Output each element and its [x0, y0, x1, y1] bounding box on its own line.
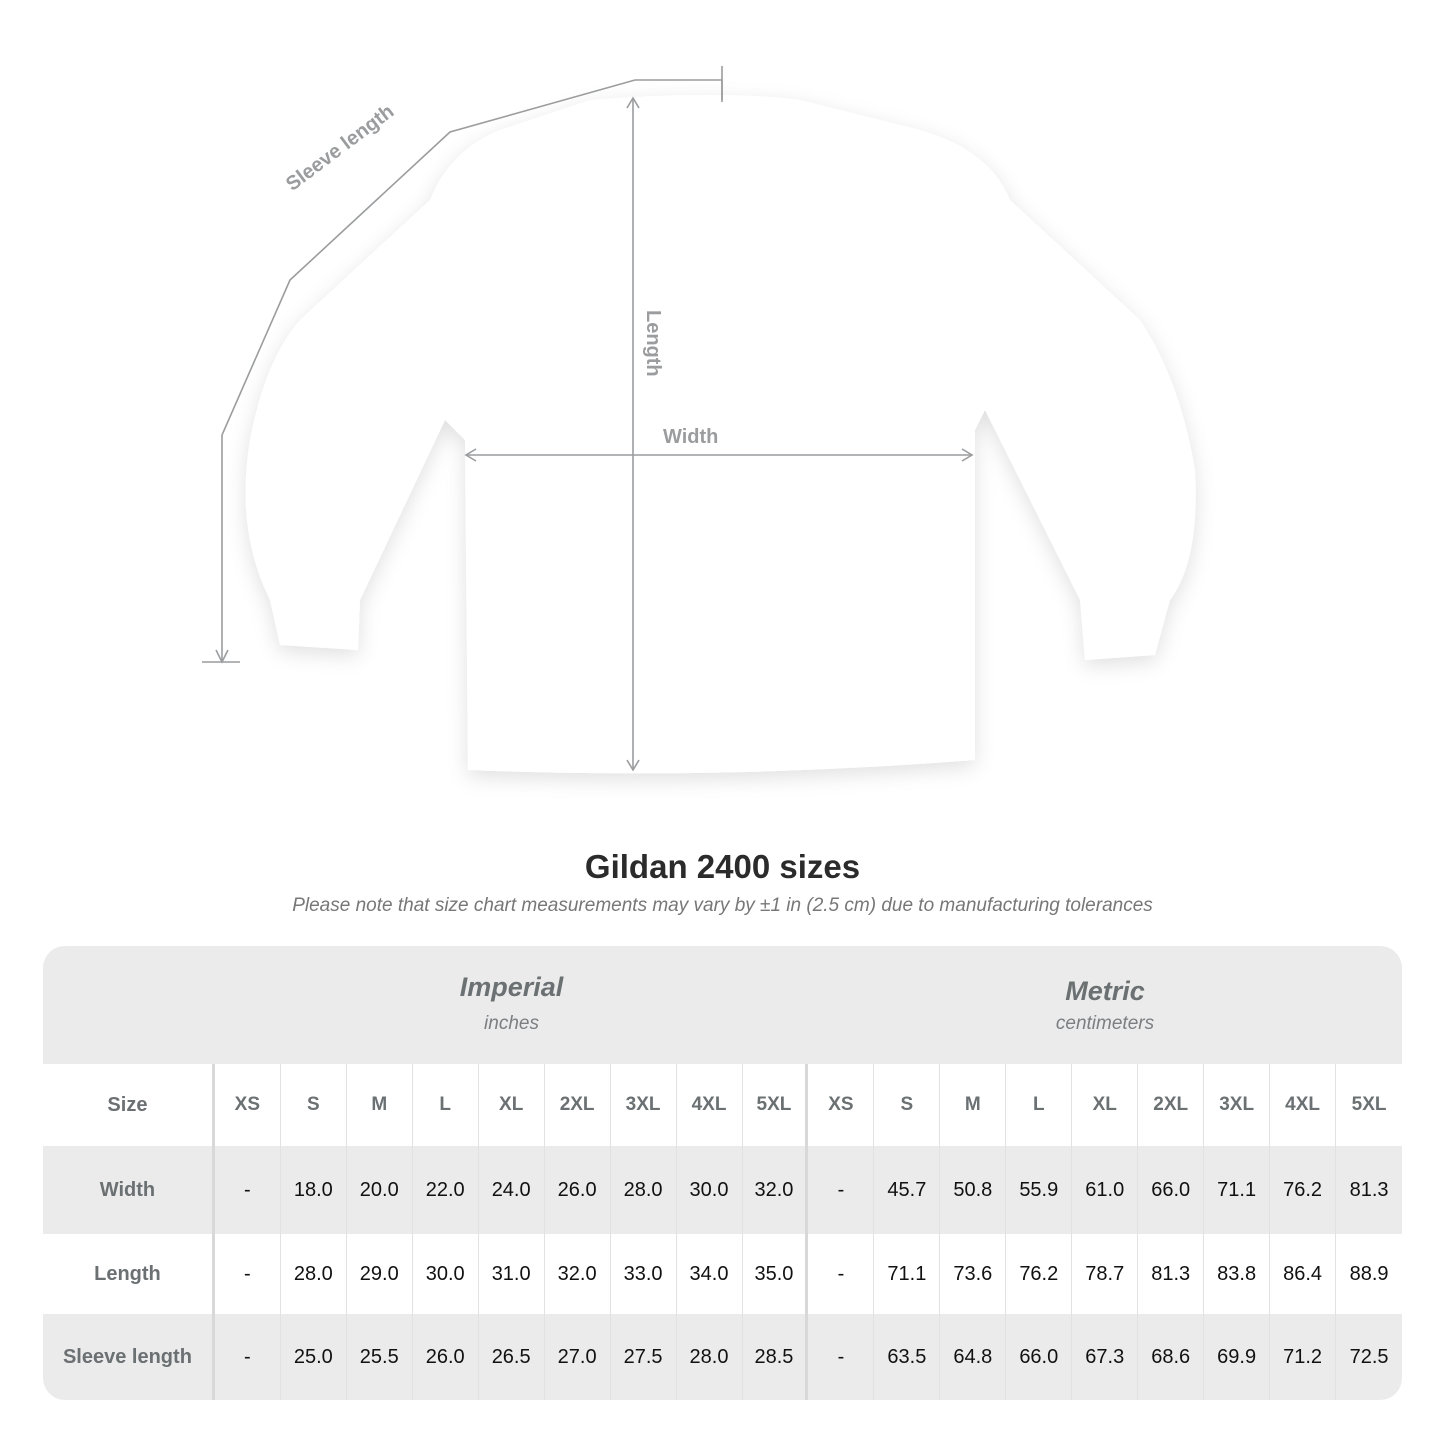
- metric-value: 66.0: [1006, 1314, 1073, 1400]
- imperial-value: 22.0: [413, 1146, 479, 1234]
- length-label: Length: [642, 310, 664, 377]
- row-label: Sleeve length: [43, 1314, 215, 1400]
- size-imperial-2XL: 2XL: [545, 1064, 611, 1146]
- metric-value: 86.4: [1270, 1234, 1337, 1314]
- table-row: Length -28.0 29.0 30.0 31.0 32.0 33.0 34.0 35.0-…: [43, 1234, 1402, 1314]
- size-metric-M: M: [940, 1064, 1007, 1146]
- imperial-value: 32.0: [545, 1234, 611, 1314]
- metric-value: 73.6: [940, 1234, 1007, 1314]
- metric-value: 71.1: [874, 1234, 941, 1314]
- metric-unit: centimeters: [1055, 1013, 1155, 1034]
- row-label: Length: [43, 1234, 215, 1314]
- metric-value: 61.0: [1072, 1146, 1139, 1234]
- imperial-value: 27.5: [611, 1314, 677, 1400]
- imperial-value: 25.5: [347, 1314, 413, 1400]
- size-imperial-4XL: 4XL: [677, 1064, 743, 1146]
- imperial-value: 26.5: [479, 1314, 545, 1400]
- size-label: Size: [43, 1064, 215, 1146]
- shirt-shape: [245, 95, 1196, 774]
- imperial-value: 28.5: [743, 1314, 809, 1400]
- imperial-value: 18.0: [281, 1146, 347, 1234]
- size-metric-S: S: [874, 1064, 941, 1146]
- imperial-value: 30.0: [413, 1234, 479, 1314]
- metric-value: -: [808, 1146, 875, 1234]
- size-imperial-XL: XL: [479, 1064, 545, 1146]
- metric-value: 50.8: [940, 1146, 1007, 1234]
- row-label: Width: [43, 1146, 215, 1234]
- metric-value: 81.3: [1349, 1178, 1389, 1201]
- size-imperial-M: M: [347, 1064, 413, 1146]
- imperial-value: 26.0: [413, 1314, 479, 1400]
- metric-value: -: [808, 1234, 875, 1314]
- page-title: Gildan 2400 sizes: [584, 848, 861, 885]
- size-metric-XL: XL: [1072, 1064, 1139, 1146]
- metric-value: 66.0: [1138, 1146, 1205, 1234]
- size-imperial-3XL: 3XL: [611, 1064, 677, 1146]
- size-imperial-5XL: 5XL: [743, 1064, 809, 1146]
- size-metric-5XL: 5XL: [1351, 1094, 1387, 1115]
- imperial-value: -: [215, 1314, 281, 1400]
- metric-title: Metric: [1065, 976, 1145, 1006]
- metric-value: 71.2: [1270, 1314, 1337, 1400]
- imperial-value: 35.0: [743, 1234, 809, 1314]
- metric-header: Metric centimeters: [808, 946, 1402, 1064]
- size-table: Imperial inches Metric centimeters Size X…: [43, 946, 1402, 1400]
- imperial-unit: inches: [484, 1013, 539, 1034]
- imperial-value: 28.0: [281, 1234, 347, 1314]
- table-row: Sleeve length -25.0 25.5 26.0 26.5 27.0 27.5 28…: [43, 1314, 1402, 1400]
- metric-value: 88.9: [1349, 1262, 1389, 1285]
- size-metric-2XL: 2XL: [1138, 1064, 1205, 1146]
- metric-value: 76.2: [1270, 1146, 1337, 1234]
- metric-value: 63.5: [874, 1314, 941, 1400]
- metric-value: 67.3: [1072, 1314, 1139, 1400]
- imperial-value: 31.0: [479, 1234, 545, 1314]
- imperial-value: 26.0: [545, 1146, 611, 1234]
- imperial-value: -: [215, 1146, 281, 1234]
- metric-value: 68.6: [1138, 1314, 1205, 1400]
- size-imperial-L: L: [413, 1064, 479, 1146]
- imperial-value: 20.0: [347, 1146, 413, 1234]
- metric-value: 69.9: [1204, 1314, 1271, 1400]
- metric-value: 64.8: [940, 1314, 1007, 1400]
- imperial-value: 24.0: [479, 1146, 545, 1234]
- imperial-value: 27.0: [545, 1314, 611, 1400]
- imperial-value: 32.0: [743, 1146, 809, 1234]
- imperial-value: 29.0: [347, 1234, 413, 1314]
- imperial-value: 34.0: [677, 1234, 743, 1314]
- size-header-row: Size XS S M L XL 2XL 3XL 4XL 5XL XS S M L XL 2XL 3XL 4XL 5…: [43, 1064, 1402, 1146]
- table-row: Width -18.0 20.0 22.0 24.0 26.0 28.0 30.0 32.0-4…: [43, 1146, 1402, 1234]
- size-metric-4XL: 4XL: [1270, 1064, 1337, 1146]
- metric-value: 83.8: [1204, 1234, 1271, 1314]
- metric-value: 81.3: [1138, 1234, 1205, 1314]
- size-metric-3XL: 3XL: [1204, 1064, 1271, 1146]
- metric-value: 76.2: [1006, 1234, 1073, 1314]
- imperial-value: -: [215, 1234, 281, 1314]
- size-imperial-S: S: [281, 1064, 347, 1146]
- metric-value: 78.7: [1072, 1234, 1139, 1314]
- metric-value: 71.1: [1204, 1146, 1271, 1234]
- metric-value: 55.9: [1006, 1146, 1073, 1234]
- imperial-header: Imperial inches: [215, 946, 808, 1064]
- imperial-value: 30.0: [677, 1146, 743, 1234]
- tolerance-note: Please note that size chart measurements…: [292, 895, 1153, 916]
- metric-value: -: [808, 1314, 875, 1400]
- size-metric-L: L: [1006, 1064, 1073, 1146]
- imperial-title: Imperial: [459, 972, 564, 1002]
- metric-value: 45.7: [874, 1146, 941, 1234]
- size-metric-XS: XS: [808, 1064, 875, 1146]
- imperial-value: 25.0: [281, 1314, 347, 1400]
- width-label: Width: [663, 426, 719, 448]
- shirt-diagram: [202, 66, 1196, 774]
- size-imperial-XS: XS: [215, 1064, 281, 1146]
- imperial-value: 28.0: [677, 1314, 743, 1400]
- imperial-value: 33.0: [611, 1234, 677, 1314]
- imperial-value: 28.0: [611, 1146, 677, 1234]
- metric-value: 72.5: [1349, 1345, 1389, 1368]
- header-band: [43, 946, 1402, 1064]
